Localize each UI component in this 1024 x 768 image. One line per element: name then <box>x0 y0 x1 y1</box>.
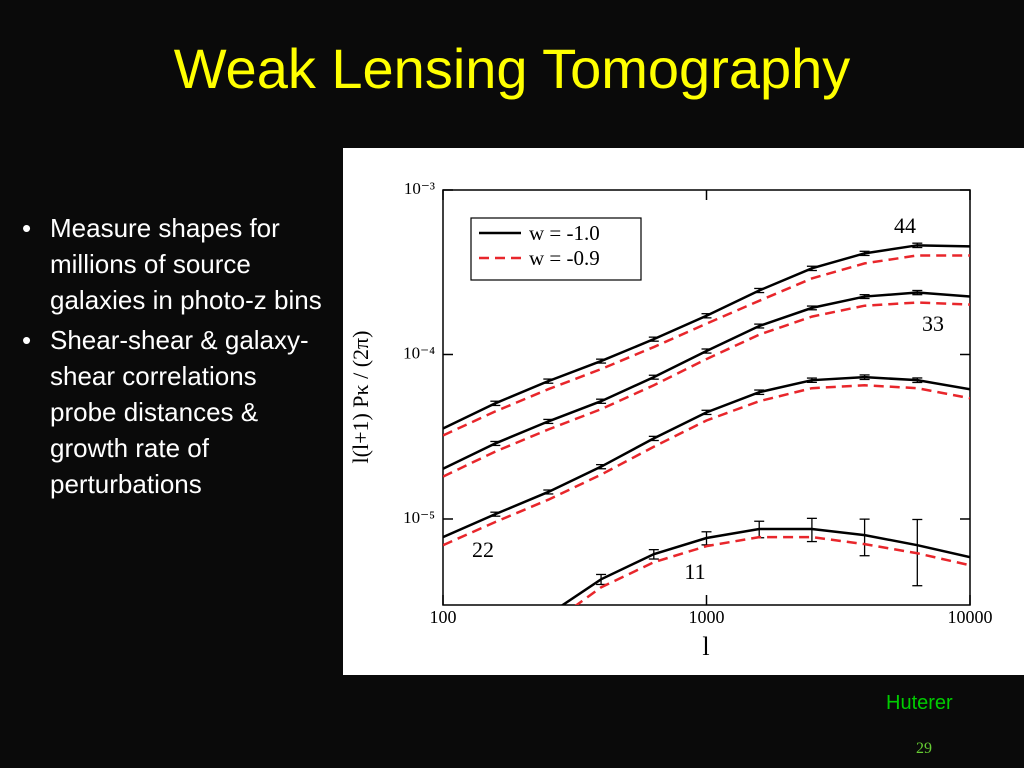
line <box>443 384 970 547</box>
error-bar <box>912 377 923 384</box>
error-bar <box>648 435 659 442</box>
error-bar <box>490 511 501 517</box>
error-bar <box>701 348 712 354</box>
error-bar <box>806 377 817 384</box>
x-axis-label: l <box>702 632 709 661</box>
error-bar <box>859 250 870 257</box>
error-bar <box>806 265 817 272</box>
error-bar <box>543 418 554 425</box>
error-bar <box>754 323 765 329</box>
y-tick-label: 10⁻³ <box>404 179 435 198</box>
error-bar <box>648 549 659 560</box>
line <box>574 535 970 605</box>
error-bar <box>754 287 765 294</box>
error-bar <box>596 398 607 404</box>
error-bar <box>912 242 923 249</box>
error-bar <box>648 336 659 342</box>
curve-label: 22 <box>472 537 494 562</box>
legend-label: w = -1.0 <box>529 221 600 245</box>
error-bar <box>596 358 607 364</box>
error-bar <box>543 378 554 384</box>
error-bar <box>543 489 554 495</box>
chart: l l(l+1) Pκ / (2π) 100 1000 10000 10⁻³ 10⁻⁴ 1… <box>343 148 1024 675</box>
error-bar <box>754 389 765 396</box>
error-bar <box>859 294 870 300</box>
slide-title: Weak Lensing Tomography <box>173 37 851 100</box>
chart-background <box>343 148 1024 675</box>
error-bar <box>701 313 712 319</box>
error-bar <box>596 463 607 470</box>
line <box>443 301 970 478</box>
error-bar <box>859 518 870 557</box>
legend-box <box>470 217 642 281</box>
curve-label: 44 <box>894 213 916 238</box>
line <box>443 254 970 437</box>
credit: Huterer <box>886 692 953 714</box>
page-number: 29 <box>916 740 932 757</box>
error-bar <box>701 409 712 416</box>
bullet: Measure shapes for millions of source ga… <box>18 210 328 318</box>
legend-label: w = -0.9 <box>529 246 600 270</box>
error-bar <box>859 374 870 381</box>
x-tick-label: 1000 <box>689 607 725 627</box>
x-tick-label: 10000 <box>948 607 993 627</box>
y-axis-label: l(l+1) Pκ / (2π) <box>348 331 373 464</box>
y-tick-label: 10⁻⁵ <box>403 508 435 527</box>
x-tick-label: 100 <box>430 607 457 627</box>
bullet: Shear-shear & galaxy-shear correlations … <box>18 322 328 502</box>
curve-label: 11 <box>684 559 705 584</box>
error-bar <box>806 305 817 311</box>
curve-label: 33 <box>922 311 944 336</box>
error-bar <box>912 289 923 296</box>
error-bar <box>648 374 659 380</box>
error-bar <box>490 400 501 407</box>
y-tick-label: 10⁻⁴ <box>403 343 435 362</box>
error-bar <box>806 517 817 543</box>
plot-area <box>443 242 970 605</box>
bullet-list: Measure shapes for millions of source ga… <box>18 210 328 506</box>
error-bar <box>490 440 501 447</box>
